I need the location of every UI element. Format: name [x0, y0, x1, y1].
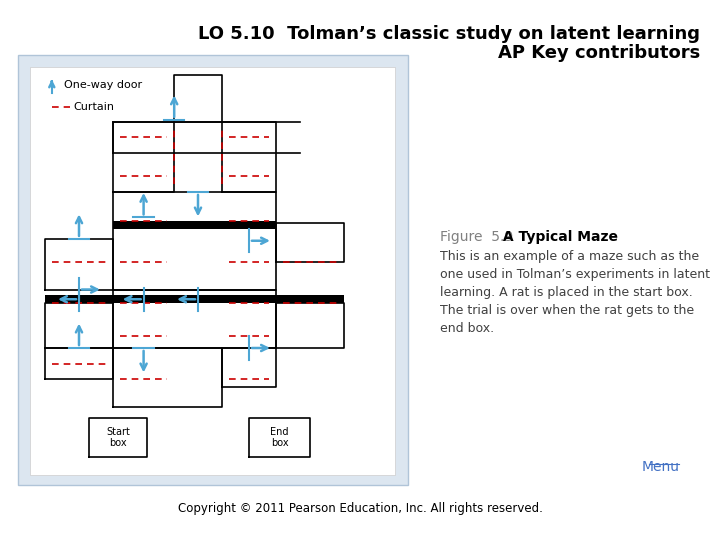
Bar: [113, 221, 276, 229]
Bar: [30, 67, 395, 475]
Bar: [18, 55, 408, 485]
Text: Menu: Menu: [642, 460, 680, 474]
Text: Figure  5.9: Figure 5.9: [440, 230, 513, 244]
Text: AP Key contributors: AP Key contributors: [498, 44, 700, 62]
Bar: [45, 295, 344, 303]
Text: LO 5.10  Tolman’s classic study on latent learning: LO 5.10 Tolman’s classic study on latent…: [198, 25, 700, 43]
Text: Copyright © 2011 Pearson Education, Inc. All rights reserved.: Copyright © 2011 Pearson Education, Inc.…: [178, 502, 542, 515]
Text: Start
box: Start box: [106, 427, 130, 449]
Text: One-way door: One-way door: [64, 80, 142, 90]
Text: Curtain: Curtain: [73, 102, 114, 112]
Text: A Typical Maze: A Typical Maze: [498, 230, 618, 244]
Text: End
box: End box: [270, 427, 289, 449]
Text: This is an example of a maze such as the
one used in Tolman’s experiments in lat: This is an example of a maze such as the…: [440, 250, 710, 335]
